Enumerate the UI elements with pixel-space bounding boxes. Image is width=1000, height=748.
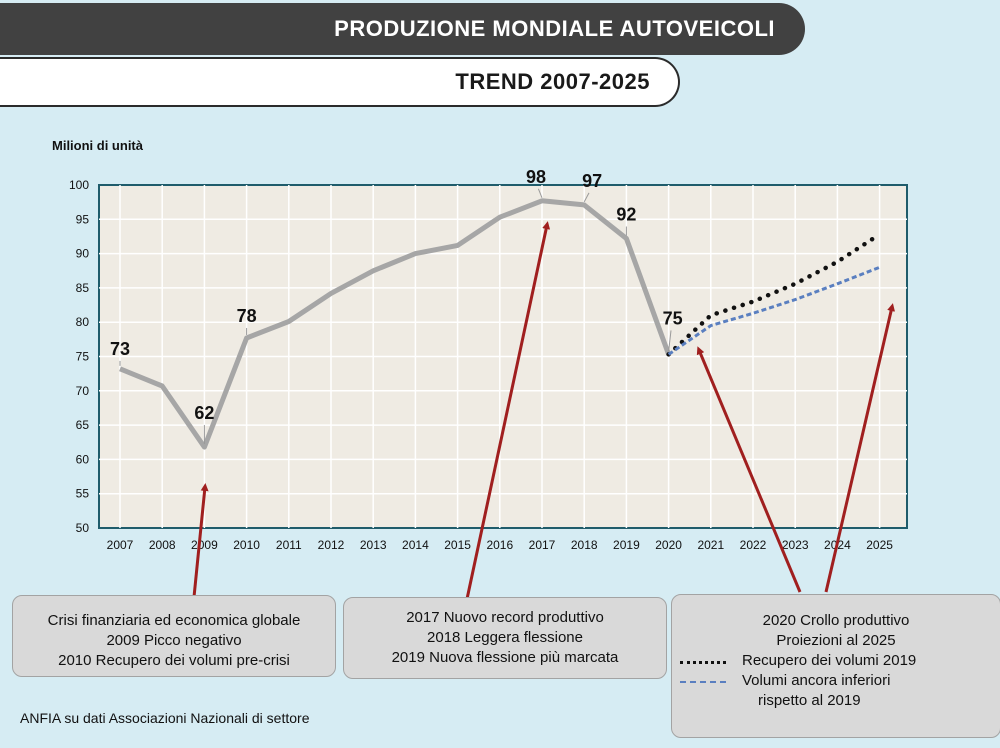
title-banner: PRODUZIONE MONDIALE AUTOVEICOLI	[0, 3, 805, 55]
legend-label-continued: rispetto al 2019	[758, 692, 861, 709]
grid	[99, 185, 907, 528]
y-axis-label: Milioni di unità	[52, 138, 144, 153]
legend-dashed-sample	[680, 681, 726, 683]
y-tick-label: 50	[76, 521, 90, 535]
y-tick-label: 60	[76, 452, 90, 466]
y-tick-label: 90	[76, 247, 90, 261]
annotation-arrow	[696, 346, 802, 593]
legend-entry-dashed: Volumi ancora inferiori	[672, 671, 1000, 691]
legend-label: Recupero dei volumi 2019	[742, 652, 917, 669]
callout-record: 2017 Nuovo record produttivo 2018 Legger…	[343, 597, 667, 679]
callout-line: 2019 Nuova flessione più marcata	[391, 649, 619, 666]
data-label: 78	[237, 306, 257, 326]
x-axis-ticks: 2007 2008 2009 2010 2011 2012 2013 2014 2015 2016…	[107, 538, 894, 552]
x-tick-label: 2021	[697, 538, 724, 552]
data-label: 73	[110, 339, 130, 359]
callout-line: 2009 Picco negativo	[106, 632, 242, 649]
legend-label: Volumi ancora inferiori	[742, 672, 891, 689]
callout-line: Crisi finanziaria ed economica globale	[47, 612, 301, 629]
callout-projections: 2020 Crollo produttivo Proiezioni al 202…	[671, 594, 1000, 738]
x-tick-label: 2012	[318, 538, 345, 552]
x-tick-label: 2008	[149, 538, 176, 552]
x-tick-label: 2011	[276, 538, 302, 552]
label-leader	[668, 330, 672, 352]
data-label: 62	[194, 403, 214, 423]
data-label: 92	[616, 205, 636, 225]
x-tick-label: 2023	[782, 538, 809, 552]
data-label: 75	[663, 308, 683, 328]
label-leader	[583, 192, 590, 203]
callout-line: 2010 Recupero dei volumi pre-crisi	[58, 652, 290, 669]
y-tick-label: 75	[76, 350, 90, 364]
legend-entry-dotted: Recupero dei volumi 2019	[672, 651, 1000, 671]
callout-crisis: Crisi finanziaria ed economica globale 2…	[12, 595, 336, 677]
series-line-dashed	[667, 265, 881, 356]
x-tick-label: 2010	[233, 538, 260, 552]
subtitle-banner: TREND 2007-2025	[0, 57, 680, 107]
y-tick-label: 80	[76, 315, 90, 329]
y-tick-label: 70	[76, 384, 90, 398]
annotation-arrows	[192, 221, 895, 600]
x-tick-label: 2007	[107, 538, 134, 552]
callout-line: 2020 Crollo produttivo	[762, 612, 910, 629]
callout-line: 2017 Nuovo record produttivo	[406, 609, 604, 626]
data-label: 97	[582, 171, 602, 191]
x-tick-label: 2025	[866, 538, 893, 552]
data-label: 98	[526, 167, 546, 187]
series-layer	[119, 198, 882, 450]
x-tick-label: 2020	[655, 538, 682, 552]
y-axis-ticks: 50 55 60 65 70 75 80 85 90 95 100	[69, 178, 89, 535]
y-tick-label: 85	[76, 281, 90, 295]
y-tick-label: 65	[76, 418, 90, 432]
annotation-arrow	[192, 483, 209, 598]
source-note: ANFIA su dati Associazioni Nazionali di …	[20, 710, 310, 726]
chart-title: PRODUZIONE MONDIALE AUTOVEICOLI	[334, 16, 775, 41]
y-tick-label: 95	[76, 212, 90, 226]
x-tick-label: 2009	[191, 538, 218, 552]
label-leader	[537, 188, 543, 198]
x-tick-label: 2013	[360, 538, 387, 552]
x-tick-label: 2014	[402, 538, 429, 552]
callout-line: Proiezioni al 2025	[776, 632, 896, 649]
data-labels: 73 62 78 98 97 92 75	[110, 167, 683, 445]
x-tick-label: 2022	[740, 538, 767, 552]
callout-line: 2018 Leggera flessione	[427, 629, 583, 646]
y-tick-label: 100	[69, 178, 89, 192]
series-line-solid	[119, 198, 671, 450]
x-tick-label: 2016	[486, 538, 513, 552]
x-tick-label: 2018	[571, 538, 598, 552]
chart-subtitle: TREND 2007-2025	[455, 69, 650, 94]
annotation-arrow	[465, 221, 551, 600]
x-tick-label: 2019	[613, 538, 640, 552]
x-tick-label: 2017	[529, 538, 556, 552]
x-tick-label: 2015	[444, 538, 471, 552]
annotation-arrow	[824, 303, 895, 593]
legend-dotted-sample	[680, 661, 726, 664]
y-tick-label: 55	[76, 487, 90, 501]
